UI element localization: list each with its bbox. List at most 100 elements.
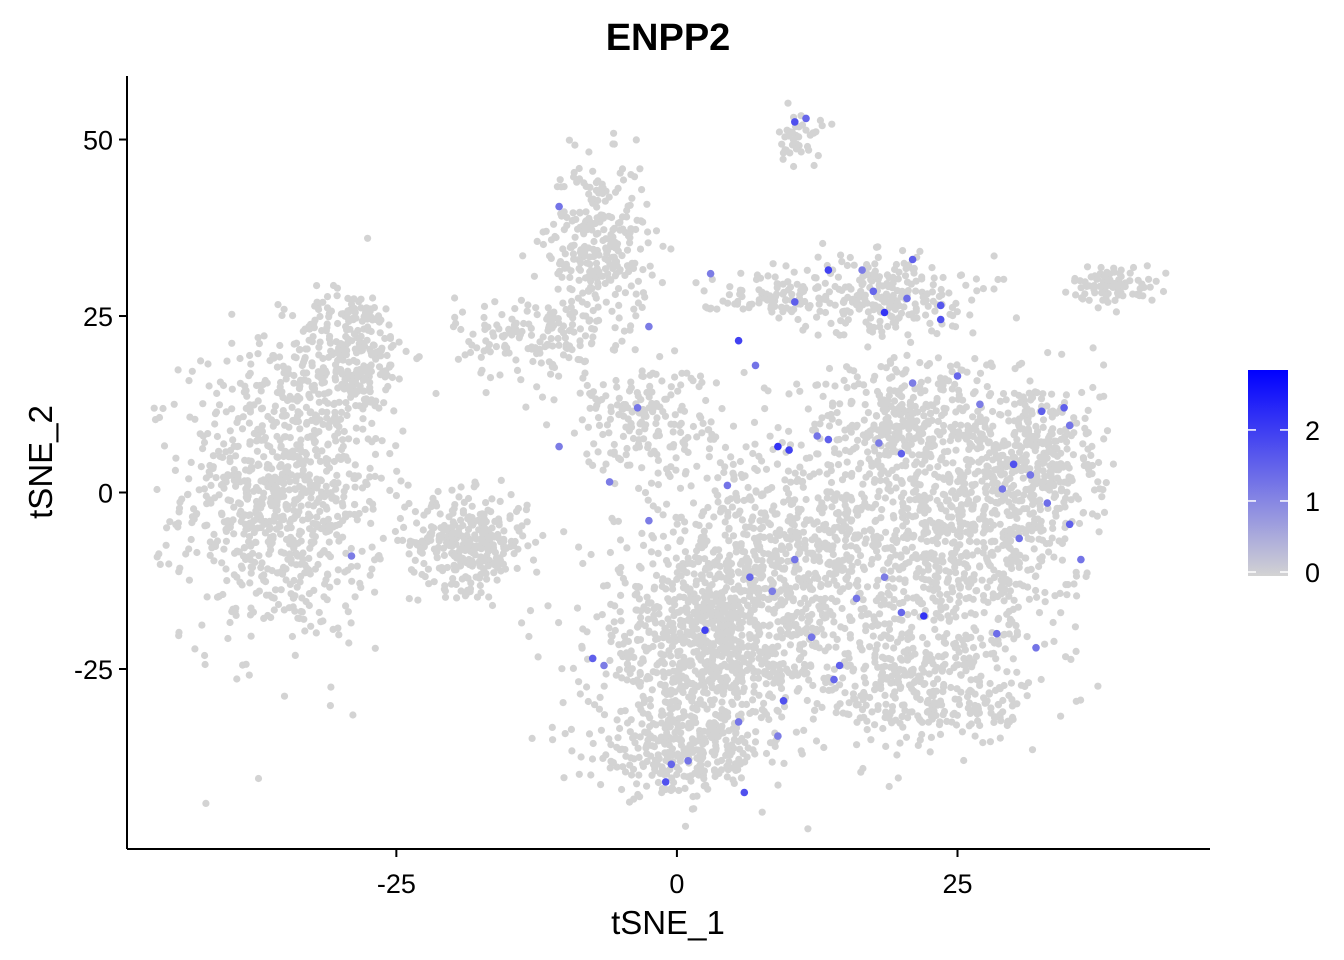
cell-point (729, 681, 738, 689)
cell-point (807, 662, 815, 671)
cell-point (385, 321, 393, 329)
cell-point (1007, 537, 1015, 545)
cell-point (1044, 448, 1052, 456)
cell-point (537, 359, 545, 367)
cell-point (282, 411, 290, 419)
cell-point (1090, 282, 1098, 290)
cell-point (464, 494, 473, 503)
cell-point (616, 218, 624, 226)
cell-point (692, 746, 701, 754)
cell-point (682, 659, 690, 667)
cell-point (663, 690, 671, 699)
cell-point (573, 604, 582, 612)
cell-point (254, 350, 262, 358)
cell-point (306, 512, 314, 521)
cell-point (837, 623, 845, 631)
cell-point (449, 518, 457, 526)
cell-point (612, 671, 620, 679)
cell-point (889, 498, 897, 506)
cell-point (715, 570, 723, 578)
cell-point (296, 527, 304, 535)
cell-point (290, 379, 298, 387)
cell-point (614, 285, 623, 293)
cell-point (340, 427, 348, 436)
cell-point (498, 311, 506, 319)
cell-point (366, 571, 374, 579)
cell-point (645, 644, 653, 653)
cell-point (406, 541, 414, 550)
cell-point (468, 502, 476, 510)
cell-point (874, 621, 883, 629)
cell-point (734, 582, 742, 590)
cell-point (407, 566, 416, 574)
cell-point (575, 678, 583, 686)
cell-point (555, 319, 563, 327)
cell-point (1072, 572, 1081, 580)
cell-point (311, 438, 319, 446)
cell-point (363, 336, 371, 344)
cell-point (335, 365, 343, 373)
cell-point (900, 588, 908, 596)
cell-point (792, 583, 800, 591)
cell-point (909, 533, 917, 541)
cell-point (773, 706, 781, 714)
cell-point (278, 486, 286, 494)
cell-point (1057, 609, 1065, 617)
cell-point (700, 735, 709, 743)
cell-point (293, 472, 301, 480)
cell-point (852, 580, 860, 588)
cell-point (969, 595, 977, 603)
cell-point (451, 313, 459, 321)
cell-point (652, 227, 661, 235)
cell-point (357, 304, 365, 312)
cell-point (590, 237, 598, 246)
cell-point (621, 768, 630, 776)
cell-point (634, 583, 642, 591)
cell-point (477, 545, 485, 553)
cell-point (395, 338, 403, 346)
cell-point (920, 583, 928, 591)
cell-point (510, 550, 518, 558)
cell-point (376, 329, 384, 337)
cell-point (1025, 595, 1033, 603)
cell-point (457, 325, 465, 334)
cell-point (723, 773, 731, 781)
cell-point (310, 385, 319, 393)
cell-point (684, 638, 692, 646)
cell-point (484, 562, 493, 570)
cell-point (626, 761, 634, 769)
cell-point (397, 477, 405, 485)
cell-point (897, 634, 905, 642)
cell-point (477, 353, 485, 361)
cell-point (402, 347, 410, 355)
cell-point (1011, 506, 1019, 514)
cell-point (418, 570, 426, 579)
cell-point (245, 372, 253, 380)
cell-point (987, 430, 995, 438)
cell-point (617, 591, 625, 600)
cell-point (650, 761, 658, 769)
cell-point (753, 466, 761, 475)
cell-point (566, 285, 574, 293)
cell-point (506, 329, 514, 337)
cell-point (353, 358, 361, 366)
cell-point (436, 510, 444, 518)
cell-point (693, 737, 701, 745)
cell-point (292, 496, 300, 504)
cell-point (593, 214, 601, 222)
cell-point (364, 363, 372, 371)
cell-point (1018, 497, 1026, 505)
cell-point (982, 489, 990, 497)
cell-point (999, 390, 1008, 398)
cell-point (1095, 528, 1103, 536)
cell-point (720, 660, 729, 669)
cell-point (425, 580, 433, 588)
cell-point (848, 562, 856, 570)
cell-point (522, 506, 531, 514)
cell-point (586, 253, 594, 261)
cell-point (833, 581, 841, 589)
cell-point (247, 360, 255, 368)
cell-point (843, 505, 851, 513)
cell-point (710, 696, 718, 704)
cell-point (778, 542, 786, 550)
